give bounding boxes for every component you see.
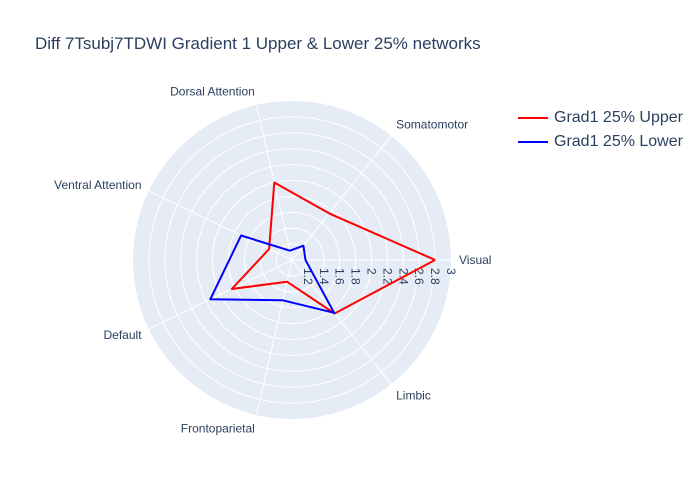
axis-label-4: Default <box>104 328 143 342</box>
axis-label-2: Dorsal Attention <box>170 84 255 98</box>
radial-tick-0: 1.2 <box>301 268 315 285</box>
chart-title: Diff 7Tsubj7TDWI Gradient 1 Upper & Lowe… <box>35 34 481 53</box>
legend-swatch-lower <box>518 141 548 143</box>
legend: Grad1 25% Upper Grad1 25% Lower <box>518 106 683 154</box>
series-traces <box>209 181 436 315</box>
grid-spoke-4 <box>148 259 293 330</box>
series-line-1 <box>209 234 336 314</box>
radial-tick-7: 2.6 <box>412 268 426 285</box>
radial-tick-3: 1.8 <box>349 268 363 285</box>
legend-label-upper: Grad1 25% Upper <box>554 109 683 126</box>
axis-label-0: Visual <box>459 253 491 267</box>
grid-spoke-6 <box>291 259 392 385</box>
grid-spoke-1 <box>291 135 392 261</box>
radial-grid <box>133 101 451 419</box>
angular-axis-labels: Visual Somatomotor Dorsal Attention Ventral… <box>54 84 491 435</box>
axis-label-6: Limbic <box>396 388 431 402</box>
legend-swatch-upper <box>518 117 548 119</box>
legend-item-lower[interactable]: Grad1 25% Lower <box>518 130 683 154</box>
grid-spoke-3 <box>148 190 293 261</box>
radial-tick-1: 1.4 <box>317 268 331 285</box>
radial-tick-2: 1.6 <box>333 268 347 285</box>
grid-spoke-5 <box>256 259 293 416</box>
radial-tick-5: 2.2 <box>380 268 394 285</box>
radial-tick-labels: 1.2 1.4 1.6 1.8 2 2.2 2.4 2.6 2.8 3 <box>301 268 458 285</box>
radial-tick-9: 3 <box>444 268 458 275</box>
series-line-0 <box>230 181 436 315</box>
radial-tick-8: 2.8 <box>428 268 442 285</box>
legend-item-upper[interactable]: Grad1 25% Upper <box>518 106 683 130</box>
radial-tick-4: 2 <box>365 268 379 275</box>
axis-label-5: Frontoparietal <box>181 422 255 436</box>
legend-label-lower: Grad1 25% Lower <box>554 133 683 150</box>
axis-label-1: Somatomotor <box>396 118 468 132</box>
axis-label-3: Ventral Attention <box>54 178 141 192</box>
